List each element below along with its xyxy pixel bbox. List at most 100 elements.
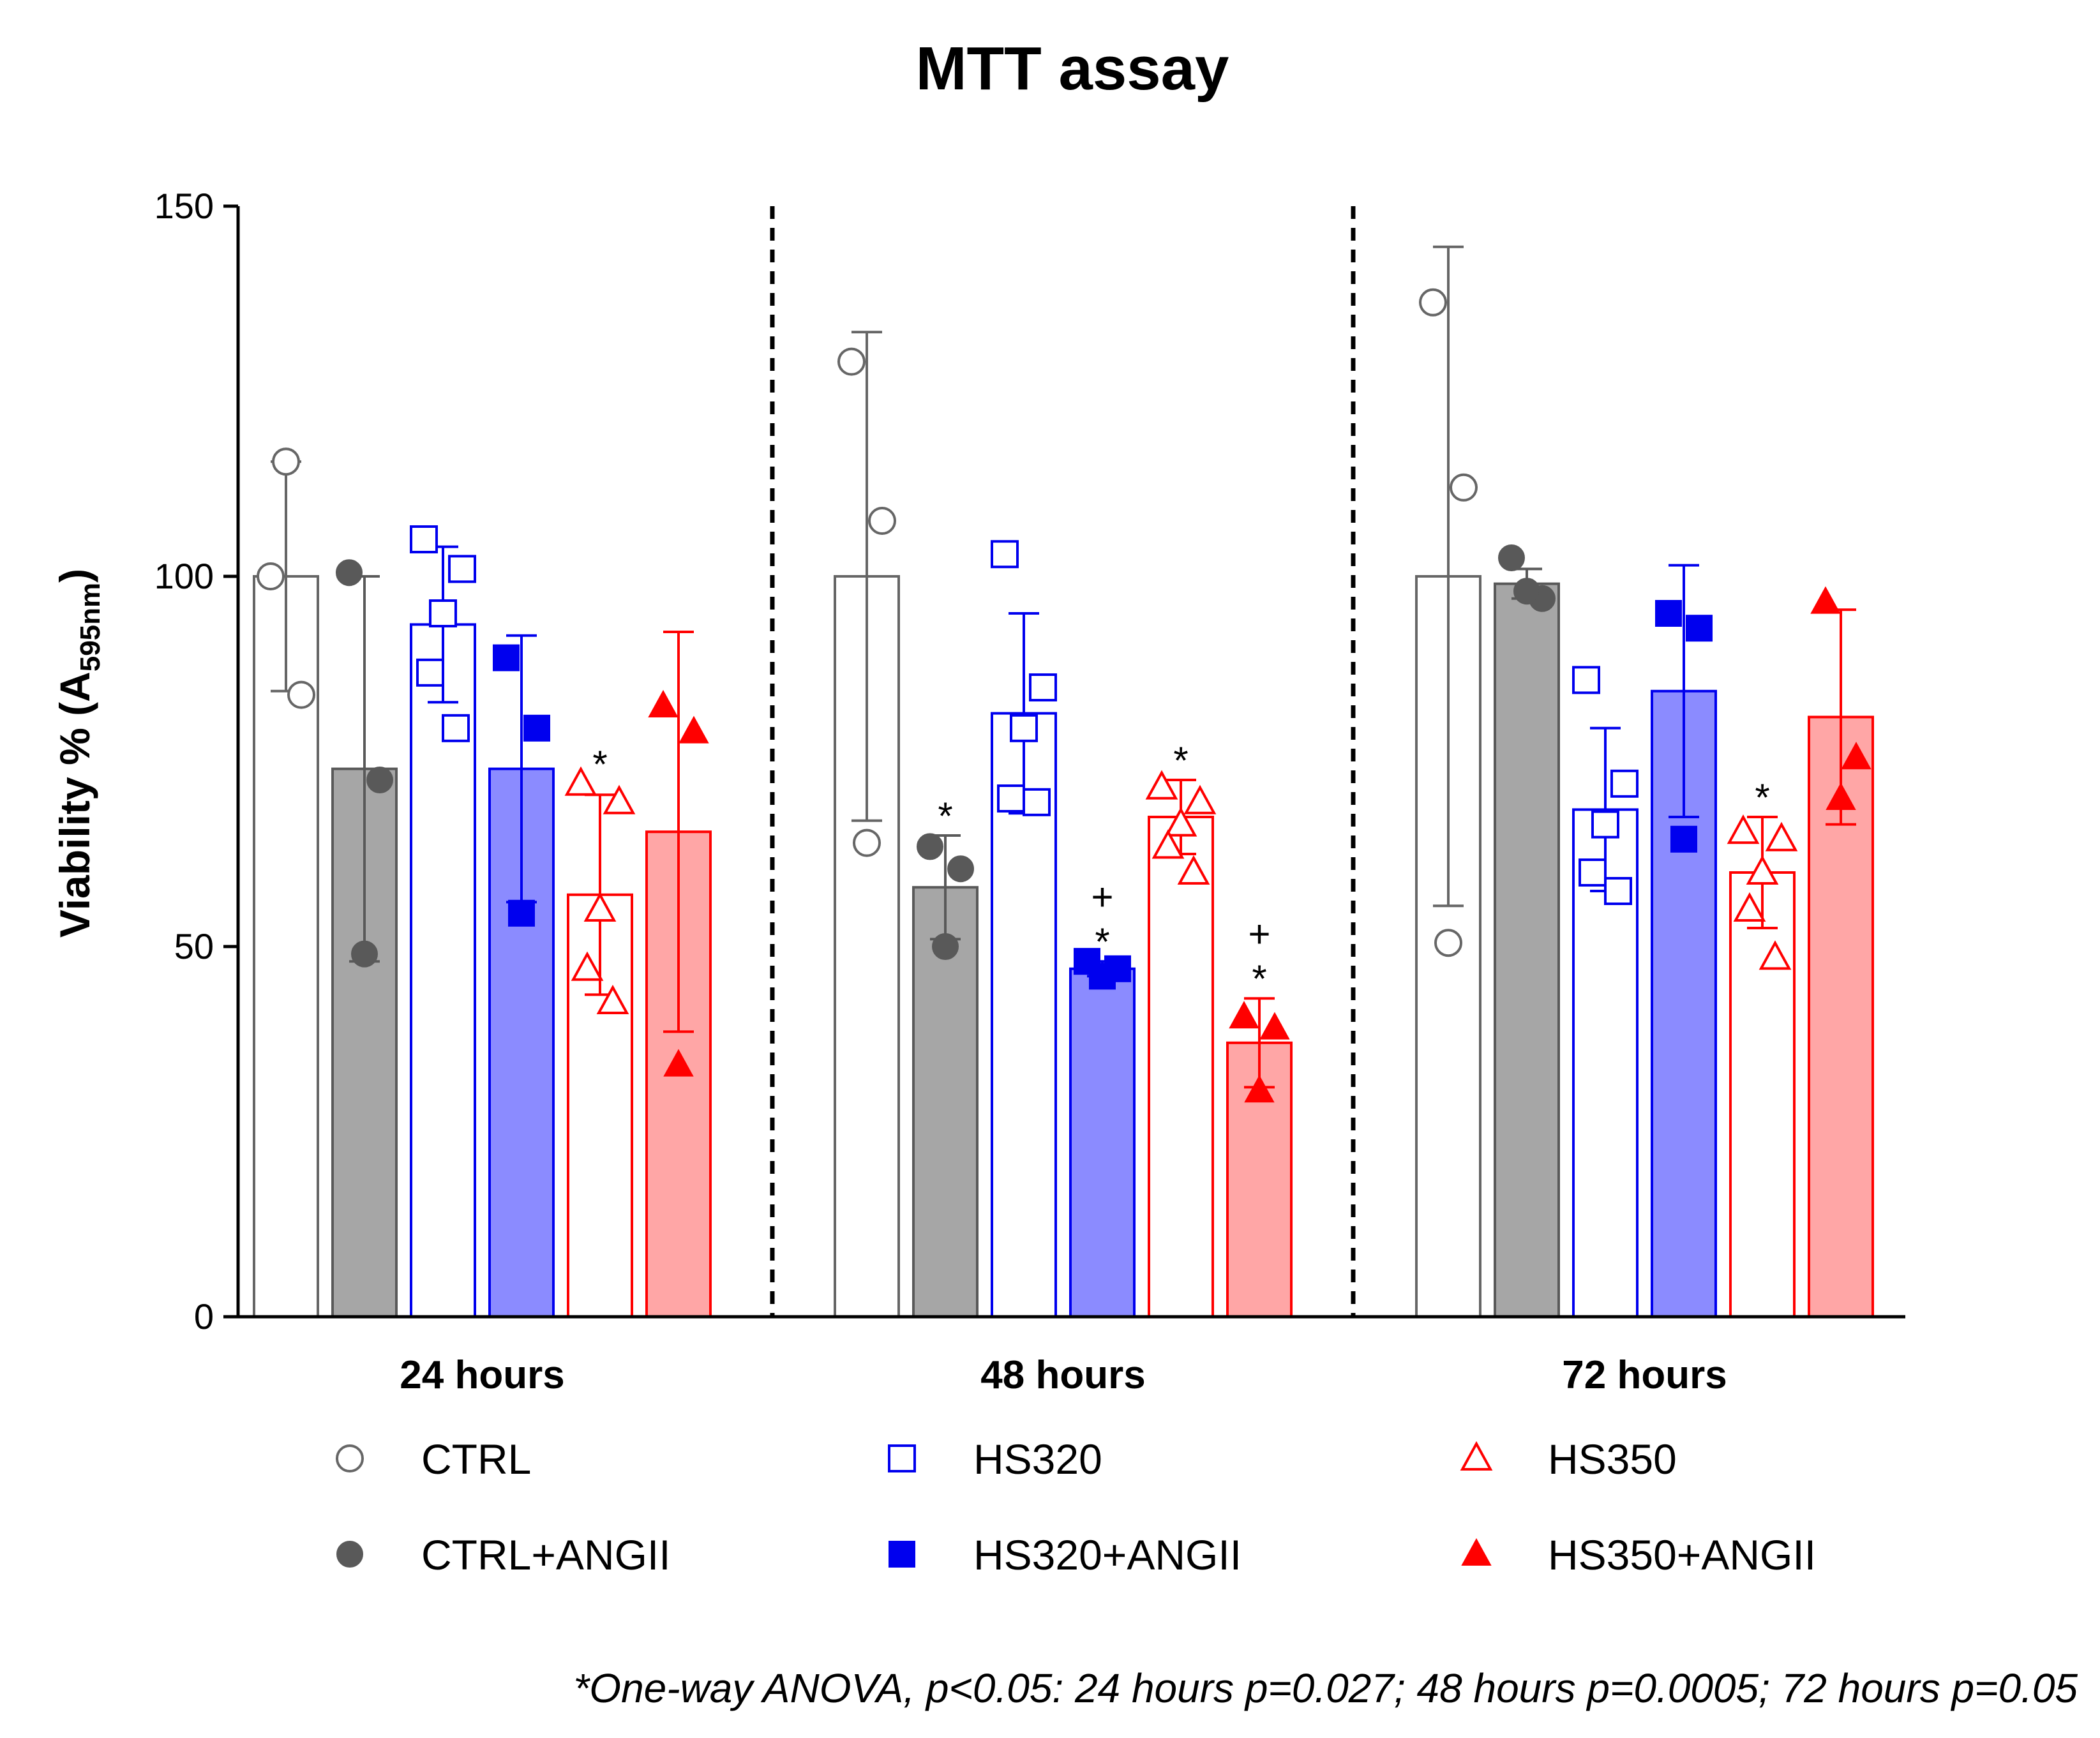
point-ctrl_angii-0 xyxy=(351,940,378,968)
point-hs350-1 xyxy=(1177,855,1210,885)
point-hs320-1 xyxy=(997,784,1025,813)
point-hs320_angii-2 xyxy=(1655,600,1682,627)
point-ctrl_angii-0 xyxy=(366,767,393,793)
legend: CTRL CTRL+ANGII HS320 HS320+ANGII HS350 HS350… xyxy=(336,1435,1816,1578)
y-tick-label: 100 xyxy=(154,556,214,596)
point-hs320-0 xyxy=(429,599,457,627)
legend-item-hs350_angii: HS350+ANGII xyxy=(1461,1531,1816,1578)
point-hs350_angii-0 xyxy=(679,715,709,744)
point-hs350-0 xyxy=(603,784,636,814)
point-hs350_angii-2 xyxy=(1810,586,1841,614)
point-hs350-1 xyxy=(1151,829,1185,859)
y-tick-label: 150 xyxy=(154,186,214,226)
error-bar-ctrl-1 xyxy=(851,331,882,822)
point-hs350-1 xyxy=(1183,784,1217,814)
point-hs320-1 xyxy=(1029,673,1057,701)
legend-marker-ctrl xyxy=(336,1444,364,1472)
chart-title: MTT assay xyxy=(916,34,1229,103)
point-hs350_angii-1 xyxy=(1244,1075,1275,1103)
bar-hs320_angii-1 xyxy=(1069,967,1136,1319)
bar-hs350-2 xyxy=(1729,871,1796,1318)
point-ctrl-1 xyxy=(837,347,866,376)
point-hs350_angii-1 xyxy=(1259,1012,1290,1040)
point-ctrl_angii-1 xyxy=(917,833,943,860)
point-hs350-1 xyxy=(1164,807,1197,837)
axes xyxy=(236,206,1905,1319)
point-hs350_angii-1 xyxy=(1229,1001,1259,1029)
point-hs320-1 xyxy=(1010,714,1038,742)
error-bar-ctrl-2 xyxy=(1433,245,1464,908)
group-label: 72 hours xyxy=(1562,1353,1727,1397)
point-hs350-0 xyxy=(564,766,597,796)
data-points xyxy=(257,288,1871,1103)
point-hs320-0 xyxy=(448,555,476,583)
point-hs320-1 xyxy=(991,540,1019,569)
group-labels: 24 hours 48 hours 72 hours xyxy=(400,1353,1727,1397)
point-ctrl-1 xyxy=(868,507,896,535)
significance-star: * xyxy=(1252,957,1266,1000)
point-ctrl-2 xyxy=(1434,929,1462,957)
legend-marker-hs320 xyxy=(888,1444,916,1472)
legend-item-ctrl_angii: CTRL+ANGII xyxy=(336,1531,671,1578)
point-hs350-0 xyxy=(571,951,604,981)
y-ticks: 0 50 100 150 xyxy=(154,186,238,1337)
point-ctrl_angii-2 xyxy=(1513,578,1540,605)
significance-marks: **+* ***+ xyxy=(592,739,1769,1000)
point-ctrl-0 xyxy=(287,680,315,709)
point-hs320-2 xyxy=(1591,810,1619,839)
significance-star: * xyxy=(1755,776,1769,819)
point-hs320_angii-0 xyxy=(508,899,535,927)
point-hs350-1 xyxy=(1145,770,1178,800)
point-hs320_angii-2 xyxy=(1686,615,1713,642)
footnote: *One-way ANOVA, p<0.05: 24 hours p=0.027… xyxy=(573,1665,2078,1711)
legend-marker-hs320_angii xyxy=(889,1541,915,1568)
point-hs350-2 xyxy=(1765,821,1798,851)
legend-marker-ctrl_angii xyxy=(336,1541,363,1568)
bar-hs350-1 xyxy=(1148,816,1214,1318)
significance-star: * xyxy=(1095,920,1109,963)
error-bar-hs320_angii-2 xyxy=(1669,564,1699,818)
y-axis-label: Viability % (A595nm) xyxy=(51,569,106,938)
point-hs320-2 xyxy=(1572,666,1600,694)
point-hs350-2 xyxy=(1727,814,1760,844)
point-ctrl-2 xyxy=(1419,288,1447,317)
y-tick-label: 50 xyxy=(174,926,214,966)
point-hs350_angii-0 xyxy=(648,689,679,717)
point-hs320-2 xyxy=(1610,769,1639,798)
point-hs320_angii-1 xyxy=(1089,963,1116,990)
point-ctrl_angii-1 xyxy=(932,933,959,960)
significance-plus: + xyxy=(1091,876,1113,918)
legend-label: HS320 xyxy=(973,1435,1102,1483)
point-ctrl-0 xyxy=(272,447,300,476)
point-hs350-0 xyxy=(583,892,617,922)
point-hs350-2 xyxy=(1759,940,1792,970)
legend-item-hs350: HS350 xyxy=(1460,1435,1677,1483)
legend-item-hs320_angii: HS320+ANGII xyxy=(889,1531,1241,1578)
point-hs350-2 xyxy=(1733,892,1766,922)
point-ctrl_angii-2 xyxy=(1498,544,1525,571)
group-label: 48 hours xyxy=(980,1353,1145,1397)
point-hs350_angii-2 xyxy=(1841,742,1871,770)
legend-marker-hs350 xyxy=(1460,1441,1493,1471)
point-hs320-2 xyxy=(1579,858,1607,887)
point-hs320-2 xyxy=(1604,877,1632,905)
point-hs350_angii-0 xyxy=(663,1049,694,1077)
point-hs350-0 xyxy=(596,984,629,1014)
point-hs320-0 xyxy=(410,525,438,553)
error-bar-hs350_angii-0 xyxy=(663,631,694,1033)
bar-ctrl_angii-0 xyxy=(331,767,398,1318)
significance-star: * xyxy=(1173,739,1188,782)
significance-star: * xyxy=(592,743,607,786)
legend-marker-hs350_angii xyxy=(1461,1538,1492,1566)
point-hs350-2 xyxy=(1746,855,1779,885)
legend-item-hs320: HS320 xyxy=(888,1435,1102,1483)
y-tick-label: 0 xyxy=(194,1296,214,1337)
point-ctrl_angii-0 xyxy=(336,559,363,587)
legend-label: HS350+ANGII xyxy=(1548,1531,1816,1578)
legend-label: CTRL xyxy=(421,1435,531,1483)
point-hs320-0 xyxy=(416,658,444,687)
point-hs320-1 xyxy=(1023,788,1051,816)
point-hs320-0 xyxy=(442,714,470,742)
point-ctrl-1 xyxy=(853,828,881,857)
group-label: 24 hours xyxy=(400,1353,564,1397)
